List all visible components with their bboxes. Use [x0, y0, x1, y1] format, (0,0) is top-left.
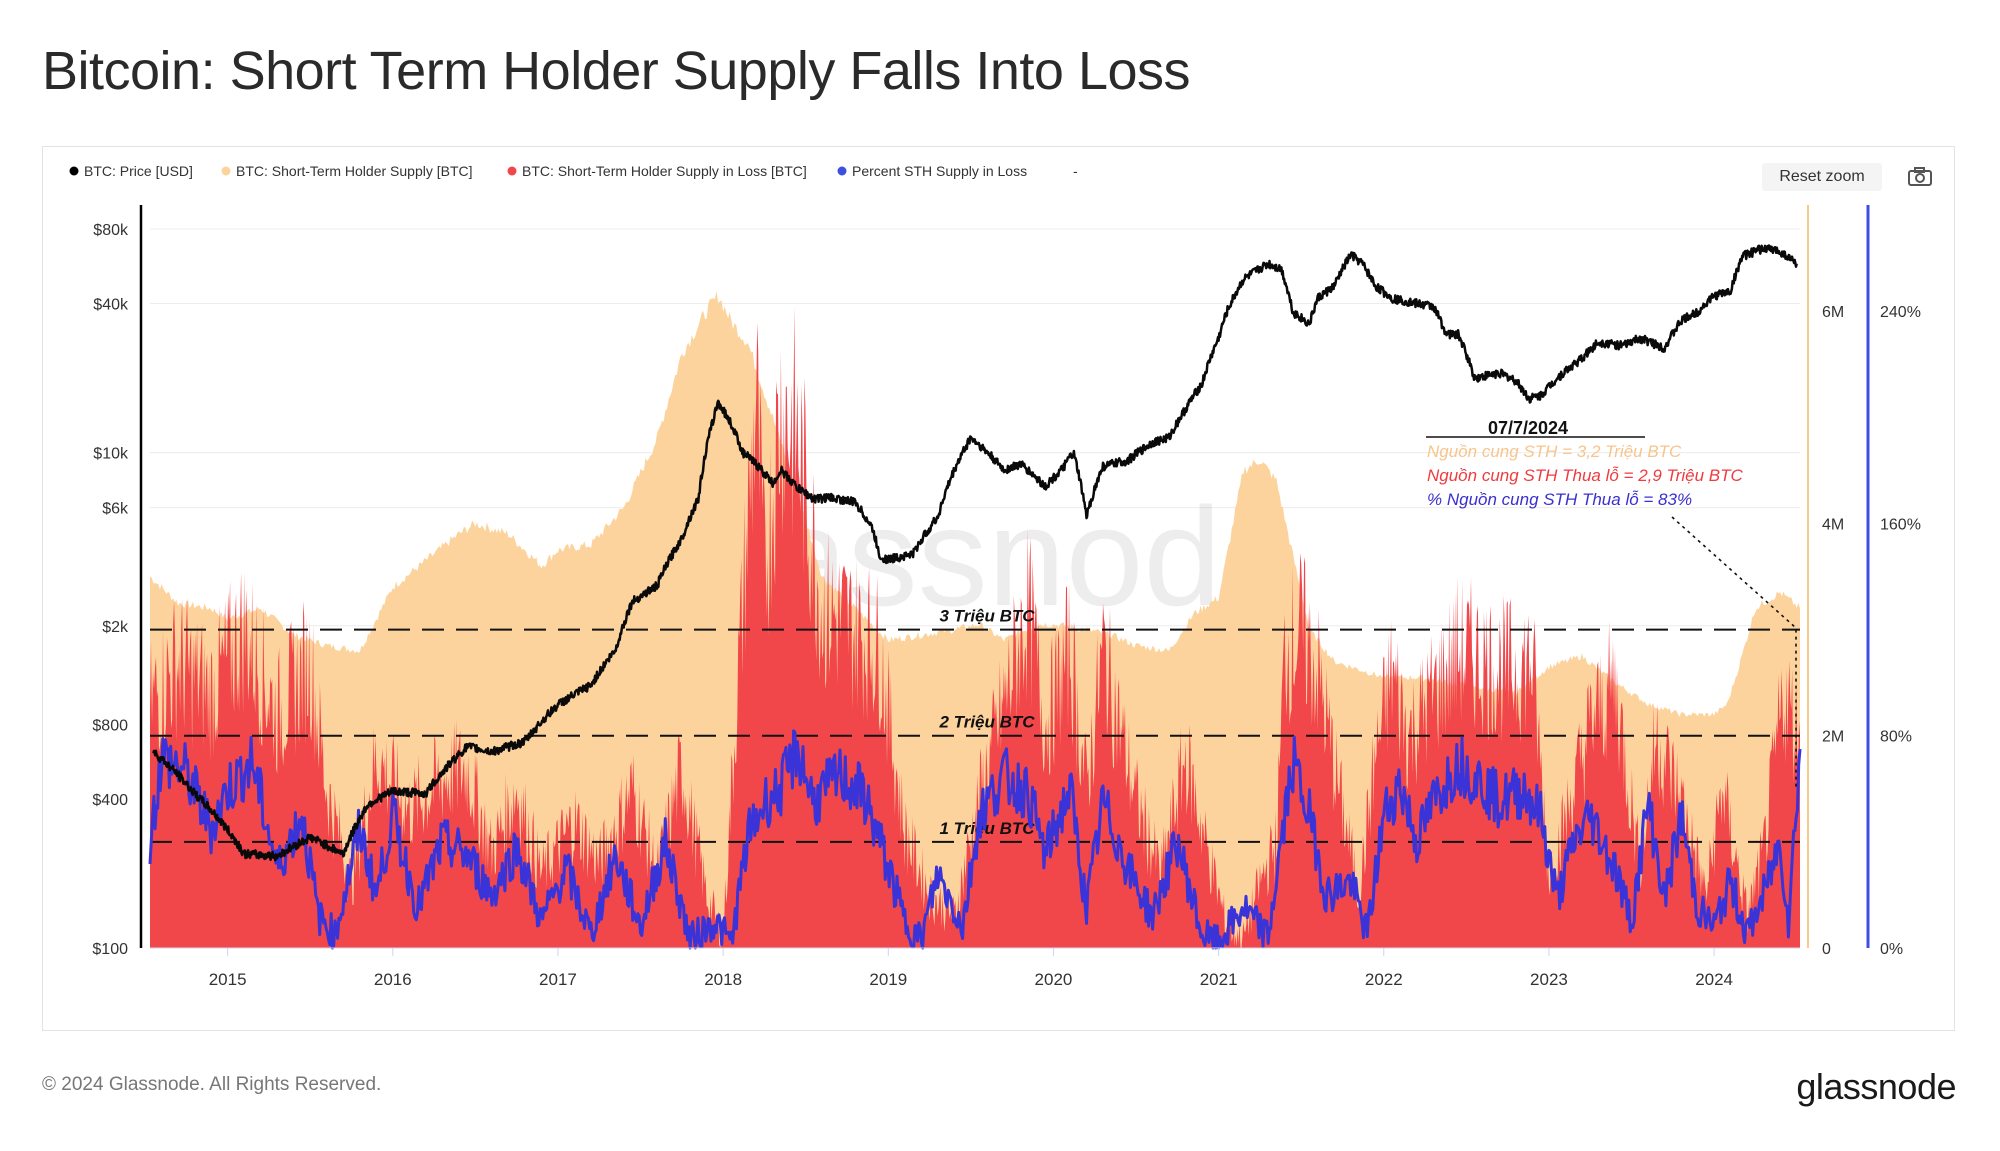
price-tick-0: $100 [92, 941, 128, 958]
annotation-line-2: Nguồn cung STH Thua lỗ = 2,9 Triệu BTC [1427, 466, 1743, 485]
x-tick-2019: 2019 [869, 970, 907, 989]
x-tick-2015: 2015 [209, 970, 247, 989]
page-title: Bitcoin: Short Term Holder Supply Falls … [42, 41, 1191, 101]
price-tick-7: $80k [93, 222, 129, 239]
percent-tick-0: 0% [1880, 941, 1903, 958]
reference-label-2: 2 Triệu BTC [938, 713, 1035, 732]
price-tick-4: $6k [102, 501, 129, 518]
percent-loss-line [148, 729, 1802, 950]
supply-tick-2: 4M [1822, 516, 1844, 533]
legend-dot-1 [221, 166, 231, 176]
reference-label-3: 1 Triệu BTC [939, 819, 1035, 838]
legend-dot-3 [837, 166, 847, 176]
annotation-line-1: Nguồn cung STH = 3,2 Triệu BTC [1427, 442, 1682, 461]
percent-tick-2: 160% [1880, 516, 1921, 533]
legend-item-4[interactable]: - [1073, 163, 1078, 179]
legend-label-4: - [1073, 163, 1078, 179]
axes: $100 $400 $800 $2k $6k $10k $40k $80k 0 2M 4M 6M 0% 8… [92, 205, 1921, 989]
price-tick-3: $2k [102, 619, 129, 636]
legend-dot-0 [69, 166, 79, 176]
x-tick-2021: 2021 [1200, 970, 1238, 989]
chart-panel [42, 146, 1955, 1031]
footer-copyright: © 2024 Glassnode. All Rights Reserved. [42, 1074, 382, 1095]
legend-label-2: BTC: Short-Term Holder Supply in Loss [B… [522, 163, 807, 179]
annotation-date: 07/7/2024 [1488, 418, 1568, 438]
percent-tick-3: 240% [1880, 304, 1921, 321]
reset-zoom-button[interactable]: Reset zoom [1762, 163, 1882, 191]
reference-lines: 3 Triệu BTC 2 Triệu BTC 1 Triệu BTC [150, 607, 1800, 843]
annotation: 07/7/2024 Nguồn cung STH = 3,2 Triệu BTC N… [1426, 418, 1797, 790]
price-line [152, 244, 1798, 862]
supply-tick-0: 0 [1822, 941, 1831, 958]
price-tick-5: $10k [93, 446, 129, 463]
annotation-line-3: % Nguồn cung STH Thua lỗ = 83% [1427, 490, 1692, 509]
legend-item-2[interactable]: BTC: Short-Term Holder Supply in Loss [B… [507, 163, 807, 179]
legend-label-0: BTC: Price [USD] [84, 163, 193, 179]
legend-item-3[interactable]: Percent STH Supply in Loss [837, 163, 1028, 179]
price-tick-1: $400 [92, 792, 128, 809]
supply-tick-1: 2M [1822, 729, 1844, 746]
legend-item-1[interactable]: BTC: Short-Term Holder Supply [BTC] [221, 163, 473, 179]
reference-label-1: 3 Triệu BTC [939, 607, 1035, 626]
x-tick-2018: 2018 [704, 970, 742, 989]
x-tick-2017: 2017 [539, 970, 577, 989]
legend[interactable]: BTC: Price [USD] BTC: Short-Term Holder S… [69, 163, 1079, 179]
price-tick-6: $40k [93, 297, 129, 314]
legend-item-0[interactable]: BTC: Price [USD] [69, 163, 193, 179]
legend-dot-2 [507, 166, 517, 176]
legend-label-3: Percent STH Supply in Loss [852, 163, 1027, 179]
legend-label-1: BTC: Short-Term Holder Supply [BTC] [236, 163, 473, 179]
supply-tick-3: 6M [1822, 304, 1844, 321]
x-tick-2016: 2016 [374, 970, 412, 989]
series-lines [148, 244, 1802, 950]
x-tick-2022: 2022 [1365, 970, 1403, 989]
price-tick-2: $800 [92, 717, 128, 734]
percent-tick-1: 80% [1880, 729, 1912, 746]
annotation-pointer [1671, 516, 1797, 790]
x-tick-2024: 2024 [1695, 970, 1733, 989]
footer-logo: glassnode [1796, 1066, 1956, 1107]
camera-icon[interactable] [1906, 165, 1934, 189]
x-tick-2020: 2020 [1035, 970, 1073, 989]
x-tick-2023: 2023 [1530, 970, 1568, 989]
